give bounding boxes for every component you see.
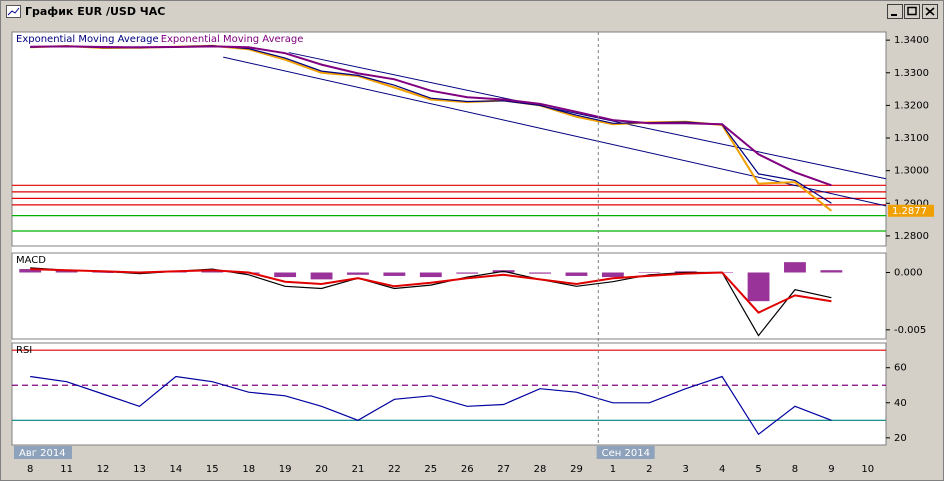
- x-tick-label: 2: [646, 464, 652, 475]
- panel-frame: [11, 31, 887, 247]
- x-tick-label: 21: [352, 464, 365, 475]
- legend-entry: Exponential Moving Average: [16, 34, 159, 45]
- y-tick-label: 1.3400: [894, 35, 929, 46]
- histogram-bar: [601, 272, 624, 278]
- y-tick-label: 1.3300: [894, 68, 929, 79]
- x-tick-label: 14: [170, 464, 183, 475]
- y-tick-label: 1.3100: [894, 133, 929, 144]
- histogram-bar: [529, 272, 551, 274]
- histogram-bar: [638, 272, 661, 273]
- histogram-bar: [565, 272, 588, 276]
- minimize-button[interactable]: [887, 4, 903, 19]
- histogram-bar: [784, 262, 806, 273]
- period-label-box: [596, 446, 655, 459]
- histogram-bar: [820, 270, 843, 273]
- series-line: [30, 45, 832, 187]
- y-tick-label: 40: [894, 398, 907, 409]
- x-tick-label: 10: [861, 464, 874, 475]
- x-tick-label: 13: [133, 464, 146, 475]
- x-tick-label: 9: [828, 464, 834, 475]
- x-tick-label: 20: [315, 464, 328, 475]
- histogram-bar: [747, 272, 770, 302]
- title-bar: График EUR /USD ЧАС: [3, 3, 941, 21]
- x-tick-label: 28: [534, 464, 547, 475]
- y-tick-label: -0.005: [894, 325, 926, 336]
- maximize-button[interactable]: [904, 4, 920, 19]
- x-tick-label: 15: [206, 464, 219, 475]
- series-line: [30, 375, 832, 436]
- period-label: Сен 2014: [602, 448, 650, 459]
- histogram-bar: [419, 272, 442, 278]
- x-tick-label: 5: [755, 464, 761, 475]
- chart: 1.34001.33001.32001.31001.30001.29001.28…: [11, 31, 934, 475]
- price-label: 1.2877: [892, 206, 927, 217]
- panel-title: RSI: [16, 345, 32, 356]
- window-buttons[interactable]: [887, 4, 939, 20]
- panel-title: MACD: [16, 255, 46, 266]
- x-tick-label: 12: [97, 464, 110, 475]
- x-tick-label: 3: [683, 464, 689, 475]
- histogram-bar: [456, 272, 479, 274]
- x-tick-label: 27: [497, 464, 510, 475]
- histogram-bar: [274, 272, 297, 278]
- y-tick-label: 1.3200: [894, 100, 929, 111]
- window-icon: [6, 5, 21, 18]
- x-tick-label: 25: [424, 464, 437, 475]
- x-tick-label: 26: [461, 464, 474, 475]
- x-tick-label: 18: [242, 464, 255, 475]
- x-tick-label: 1: [610, 464, 616, 475]
- y-tick-label: 1.2900: [894, 198, 929, 209]
- histogram-bar: [19, 269, 42, 273]
- panel-frame: [11, 252, 887, 340]
- trend-line: [223, 56, 887, 207]
- x-tick-label: 8: [792, 464, 798, 475]
- histogram-bar: [201, 270, 224, 273]
- histogram-bar: [347, 272, 369, 275]
- histogram-bar: [55, 270, 78, 273]
- legend-entry: Exponential Moving Average: [161, 34, 304, 45]
- x-tick-label: 19: [279, 464, 292, 475]
- panel-frame: [11, 342, 887, 446]
- period-label: Авг 2014: [19, 448, 66, 459]
- x-tick-label: 29: [570, 464, 583, 475]
- x-tick-label: 4: [719, 464, 725, 475]
- period-label-box: [14, 446, 72, 459]
- histogram-bar: [92, 272, 114, 273]
- x-tick-label: 22: [388, 464, 401, 475]
- histogram-bar: [310, 272, 333, 280]
- y-tick-label: 60: [894, 363, 907, 374]
- x-tick-label: 11: [60, 464, 73, 475]
- histogram-bar: [383, 272, 406, 276]
- x-tick-label: 8: [27, 464, 33, 475]
- trend-line: [288, 52, 887, 180]
- y-tick-label: 1.2800: [894, 231, 929, 242]
- y-tick-label: 0.000: [894, 267, 923, 278]
- y-tick-label: 20: [894, 433, 907, 444]
- series-line: [30, 268, 832, 314]
- price-label-box: [888, 204, 934, 217]
- y-tick-label: 1.3000: [894, 166, 929, 177]
- window-title: График EUR /USD ЧАС: [25, 5, 166, 18]
